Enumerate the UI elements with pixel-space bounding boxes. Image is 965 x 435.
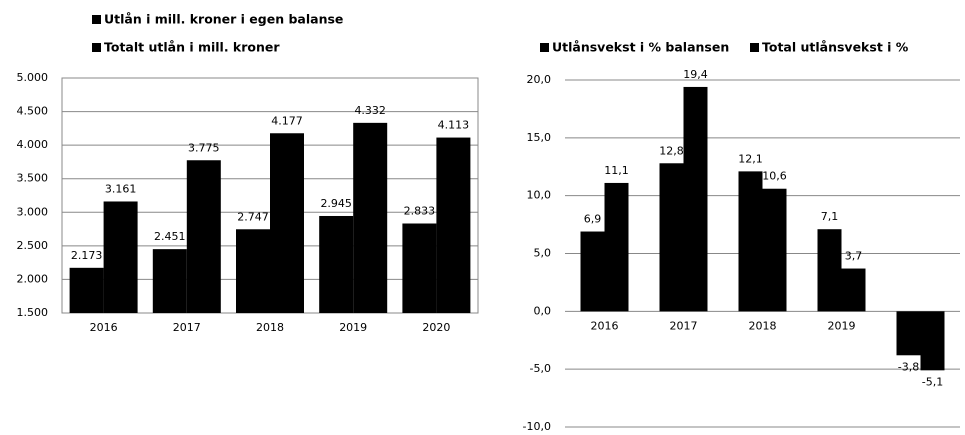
x-tick-label: 2019 [339,321,367,334]
data-label: -3,8 [898,360,919,373]
bar [402,223,437,313]
x-tick-label: 2018 [256,321,284,334]
data-label: 12,1 [738,152,763,165]
y-tick-label: -5,0 [530,362,551,375]
x-tick-label: 2016 [90,321,118,334]
bar [436,137,471,313]
data-label: 4.177 [271,114,303,127]
data-label: 7,1 [821,210,839,223]
data-label: -5,1 [922,375,943,388]
data-label: 19,4 [683,68,708,81]
bar [604,182,629,312]
legend-swatch [92,15,101,24]
data-label: 3.775 [188,141,220,154]
x-tick-label: 2018 [749,319,777,332]
x-tick-label: 2019 [828,319,856,332]
y-tick-label: 20,0 [527,73,552,86]
y-tick-label: 1.500 [17,306,49,319]
bar [896,311,921,356]
data-label: 2.747 [237,210,269,223]
bar [319,215,354,313]
bar [103,201,138,313]
legend-label: Utlån i mill. kroner i egen balanse [104,12,343,27]
x-tick-label: 2017 [670,319,698,332]
bar [270,133,304,313]
bar [841,268,866,312]
data-label: 2.451 [154,230,186,243]
data-label: 4.332 [354,104,386,117]
legend-label: Utlånsvekst i % balansen [552,40,729,55]
y-tick-label: 3.500 [17,172,49,185]
data-label: 3.161 [105,182,137,195]
bar [353,122,388,313]
data-label: 2.173 [71,249,103,262]
y-tick-label: 2.500 [17,239,49,252]
legend-label: Total utlånsvekst i % [762,40,909,55]
bar [920,311,945,371]
data-label: 11,1 [604,164,629,177]
legend-swatch [540,43,549,52]
legend-swatch [750,43,759,52]
y-tick-label: 5,0 [534,247,552,260]
bar [236,229,270,313]
data-label: 2.833 [404,204,436,217]
y-tick-label: 2.000 [17,272,49,285]
x-tick-label: 2016 [591,319,619,332]
bar [152,249,187,313]
y-tick-label: -10,0 [523,420,551,433]
bar [683,86,708,312]
y-tick-label: 10,0 [527,189,552,202]
y-tick-label: 5.000 [17,71,49,84]
y-tick-label: 15,0 [527,131,552,144]
bar [738,171,763,312]
y-tick-label: 3.000 [17,205,49,218]
x-tick-label: 2020 [422,321,450,334]
data-label: 12,8 [659,144,684,157]
data-label: 3,7 [845,250,863,263]
y-tick-label: 4.000 [17,138,49,151]
y-tick-label: 4.500 [17,105,49,118]
x-tick-label: 2017 [173,321,201,334]
data-label: 6,9 [584,213,602,226]
bar [659,163,684,312]
legend-label: Totalt utlån i mill. kroner [104,40,280,55]
bar [817,229,842,312]
bar [69,267,104,313]
data-label: 4.113 [438,119,470,132]
data-label: 10,6 [762,170,787,183]
bar [762,188,787,312]
legend-swatch [92,43,101,52]
bar [186,160,221,313]
data-label: 2.945 [320,197,352,210]
y-tick-label: 0,0 [534,304,552,317]
bar [580,231,605,312]
